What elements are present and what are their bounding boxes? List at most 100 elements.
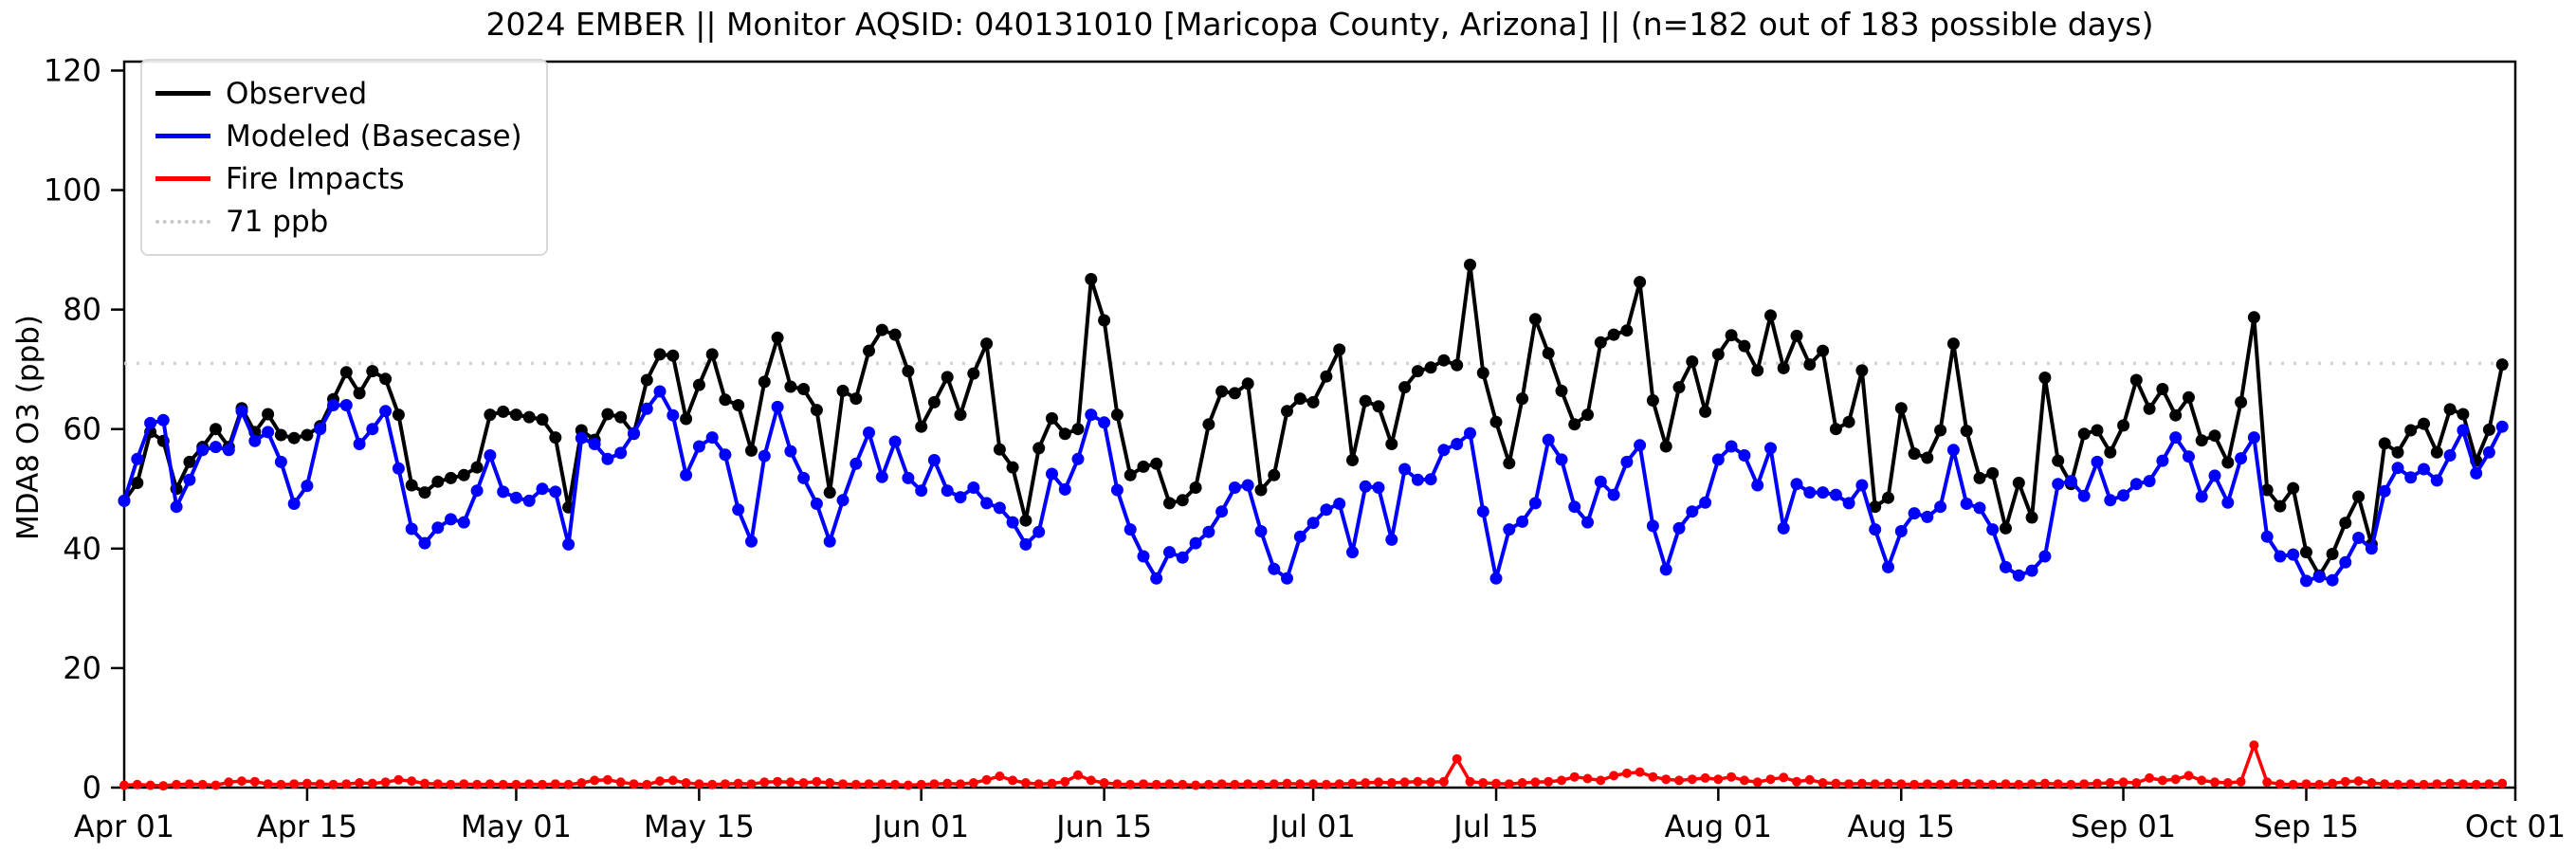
series-marker xyxy=(1346,454,1359,466)
series-marker xyxy=(1922,779,1932,789)
series-marker xyxy=(1581,408,1594,422)
series-marker xyxy=(588,438,601,450)
series-marker xyxy=(341,779,352,789)
series-marker xyxy=(2312,571,2326,583)
series-marker xyxy=(1489,572,1503,585)
series-marker xyxy=(210,441,222,454)
series-marker xyxy=(927,454,941,466)
series-marker xyxy=(287,498,301,510)
series-marker xyxy=(941,371,954,384)
series-marker xyxy=(405,479,418,492)
series-marker xyxy=(1962,778,1972,789)
series-marker xyxy=(746,779,757,789)
series-marker xyxy=(2025,511,2038,524)
series-marker xyxy=(1268,468,1281,481)
series-marker xyxy=(1137,460,1150,473)
series-marker xyxy=(445,513,457,526)
series-marker xyxy=(445,471,457,484)
series-marker xyxy=(1855,479,1869,492)
series-marker xyxy=(2404,424,2418,437)
series-marker xyxy=(1320,503,1333,517)
series-marker xyxy=(653,385,667,398)
series-marker xyxy=(1372,481,1385,494)
y-tick-label: 40 xyxy=(63,531,101,567)
series-marker xyxy=(235,405,248,418)
series-marker xyxy=(615,777,626,788)
series-marker xyxy=(850,779,861,789)
series-marker xyxy=(2131,778,2142,788)
series-marker xyxy=(2457,408,2470,421)
series-marker xyxy=(1738,449,1751,462)
series-marker xyxy=(2104,445,2117,459)
series-marker xyxy=(1151,779,1161,789)
series-marker xyxy=(1987,779,1998,789)
series-marker xyxy=(1699,496,1712,509)
series-marker xyxy=(1620,324,1634,337)
x-tick-label: Oct 01 xyxy=(2465,808,2566,844)
series-marker xyxy=(719,448,732,462)
series-marker xyxy=(2482,445,2495,459)
series-marker xyxy=(2052,478,2065,491)
series-marker xyxy=(2378,484,2391,498)
series-marker xyxy=(2039,778,2050,789)
series-marker xyxy=(576,778,587,788)
series-marker xyxy=(2314,779,2325,789)
series-marker xyxy=(902,471,915,484)
series-marker xyxy=(287,431,301,445)
series-marker xyxy=(1085,273,1098,285)
series-marker xyxy=(1176,551,1189,564)
series-marker xyxy=(825,778,835,788)
series-marker xyxy=(1699,405,1712,418)
series-marker xyxy=(1674,775,1684,786)
series-marker xyxy=(967,367,980,380)
series-marker xyxy=(431,521,445,535)
series-marker xyxy=(418,486,431,499)
series-marker xyxy=(863,426,875,439)
series-marker xyxy=(863,344,875,357)
series-marker xyxy=(1374,777,1383,788)
series-marker xyxy=(1752,777,1763,788)
series-marker xyxy=(1869,523,1882,536)
series-marker xyxy=(1659,563,1672,576)
series-marker xyxy=(2443,403,2457,416)
series-marker xyxy=(1739,775,1749,786)
series-marker xyxy=(1478,778,1489,788)
series-marker xyxy=(590,775,600,786)
series-marker xyxy=(758,449,771,463)
series-marker xyxy=(1295,779,1306,789)
series-marker xyxy=(2222,778,2233,788)
x-tick-label: Aug 01 xyxy=(1665,808,1772,844)
series-marker xyxy=(145,780,155,790)
series-marker xyxy=(1620,455,1634,468)
series-marker xyxy=(2129,478,2143,491)
series-marker xyxy=(497,405,510,418)
series-marker xyxy=(1124,523,1137,536)
series-marker xyxy=(1202,525,1215,538)
series-marker xyxy=(875,470,888,483)
series-marker xyxy=(1150,457,1163,470)
series-marker xyxy=(2169,431,2183,445)
series-marker xyxy=(2208,469,2221,482)
series-marker xyxy=(2064,475,2077,488)
series-marker xyxy=(1203,779,1214,789)
series-marker xyxy=(2000,560,2012,573)
x-tick-label: Aug 15 xyxy=(1848,808,1955,844)
y-tick-label: 100 xyxy=(44,172,101,209)
series-marker xyxy=(980,497,994,510)
series-marker xyxy=(1908,447,1921,461)
series-marker xyxy=(2260,530,2274,543)
series-marker xyxy=(183,473,196,486)
series-marker xyxy=(197,779,208,789)
legend-item-observed: Observed xyxy=(155,72,529,115)
series-marker xyxy=(2497,778,2508,789)
series-marker xyxy=(602,774,612,785)
series-marker xyxy=(1254,483,1268,497)
series-marker xyxy=(2457,424,2470,437)
series-marker xyxy=(1635,767,1645,777)
series-marker xyxy=(431,475,445,488)
series-marker xyxy=(1856,778,1867,789)
series-marker xyxy=(522,494,536,507)
series-marker xyxy=(1581,516,1594,529)
series-marker xyxy=(705,431,719,445)
series-marker xyxy=(2104,494,2117,507)
